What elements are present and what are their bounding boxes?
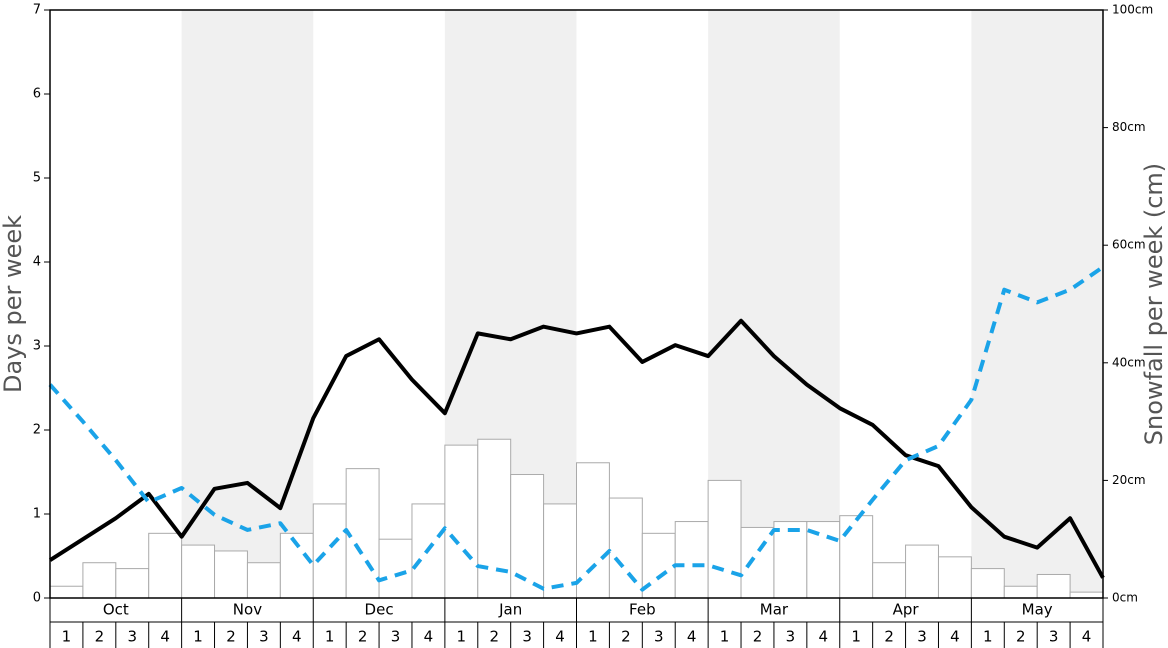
- bar: [181, 544, 216, 599]
- month-label: Oct: [103, 601, 129, 619]
- x-tick-label: 4: [950, 628, 960, 646]
- bar: [510, 474, 545, 599]
- x-tick-label: 2: [226, 628, 236, 646]
- bar: [576, 462, 610, 599]
- y-tick-label: 3: [33, 339, 41, 354]
- line-series: [48, 265, 1105, 592]
- month-label: Jan: [498, 601, 522, 619]
- bar: [839, 515, 874, 599]
- x-tick-label: 2: [621, 628, 631, 646]
- y2-tick-label: 60cm: [1112, 238, 1146, 252]
- x-tick-label: 4: [555, 628, 565, 646]
- y-tick-label: 4: [33, 255, 41, 270]
- bar: [707, 479, 742, 599]
- bar: [674, 521, 709, 599]
- month-label: May: [1022, 601, 1053, 619]
- x-tick-label: 2: [489, 628, 499, 646]
- bar: [312, 503, 347, 599]
- line-series: [48, 318, 1105, 579]
- x-tick-label: 3: [127, 628, 137, 646]
- y-tick-label: 2: [33, 423, 41, 438]
- month-label: Dec: [365, 601, 394, 619]
- x-tick-label: 1: [457, 628, 467, 646]
- y-tick-label: 7: [33, 3, 41, 18]
- x-tick-label: 4: [292, 628, 302, 646]
- bar: [970, 568, 1005, 599]
- y2-tick-label: 20cm: [1112, 473, 1146, 487]
- bar: [115, 568, 150, 599]
- bar: [214, 550, 248, 599]
- bar: [740, 526, 775, 599]
- bar: [937, 556, 972, 599]
- x-tick-label: 1: [325, 628, 335, 646]
- bar: [1036, 573, 1071, 599]
- bar: [608, 497, 643, 599]
- bar: [444, 444, 479, 599]
- x-tick-label: 3: [259, 628, 269, 646]
- x-tick-label: 1: [720, 628, 730, 646]
- x-tick-label: 1: [588, 628, 598, 646]
- x-tick-label: 3: [391, 628, 401, 646]
- x-tick-label: 4: [424, 628, 434, 646]
- x-tick-label: 2: [884, 628, 894, 646]
- x-tick-label: 4: [160, 628, 170, 646]
- y2-axis-title: Snowfall per week (cm): [1140, 163, 1168, 445]
- y2-tick-label: 0cm: [1112, 591, 1138, 605]
- bar: [49, 585, 84, 599]
- month-label: Mar: [760, 601, 789, 619]
- x-tick-label: 2: [753, 628, 763, 646]
- month-label: Apr: [893, 601, 920, 619]
- bar: [477, 438, 512, 599]
- bar: [148, 532, 183, 599]
- x-tick-label: 3: [1049, 628, 1059, 646]
- bar: [905, 544, 939, 599]
- x-tick-label: 3: [917, 628, 927, 646]
- y2-tick-label: 80cm: [1112, 120, 1146, 134]
- y2-tick-label: 40cm: [1112, 355, 1146, 369]
- x-tick-label: 1: [851, 628, 861, 646]
- bar: [411, 503, 446, 599]
- x-tick-label: 3: [654, 628, 664, 646]
- y-tick-label: 5: [33, 171, 41, 186]
- y-tick-label: 6: [33, 87, 41, 102]
- month-label: Nov: [233, 601, 262, 619]
- x-tick-label: 4: [1082, 628, 1092, 646]
- bar: [345, 468, 380, 599]
- month-shade: [181, 10, 314, 598]
- x-tick-label: 2: [95, 628, 105, 646]
- x-tick-label: 3: [522, 628, 532, 646]
- x-tick-label: 1: [62, 628, 72, 646]
- bar: [378, 538, 413, 599]
- x-tick-label: 4: [819, 628, 829, 646]
- x-tick-label: 1: [193, 628, 203, 646]
- bar: [773, 521, 808, 599]
- bar: [1069, 591, 1104, 599]
- bar: [872, 562, 907, 599]
- x-tick-label: 3: [786, 628, 796, 646]
- x-tick-label: 1: [983, 628, 993, 646]
- bar: [1003, 585, 1038, 599]
- bar: [82, 562, 117, 599]
- y2-tick-label: 100cm: [1112, 3, 1153, 17]
- x-tick-label: 2: [1016, 628, 1026, 646]
- x-tick-label: 4: [687, 628, 697, 646]
- bar: [246, 562, 281, 599]
- y-tick-label: 1: [33, 507, 41, 522]
- y-axis-title: Days per week: [0, 215, 27, 393]
- x-tick-label: 2: [358, 628, 368, 646]
- y-tick-label: 0: [33, 591, 41, 606]
- month-label: Feb: [629, 601, 656, 619]
